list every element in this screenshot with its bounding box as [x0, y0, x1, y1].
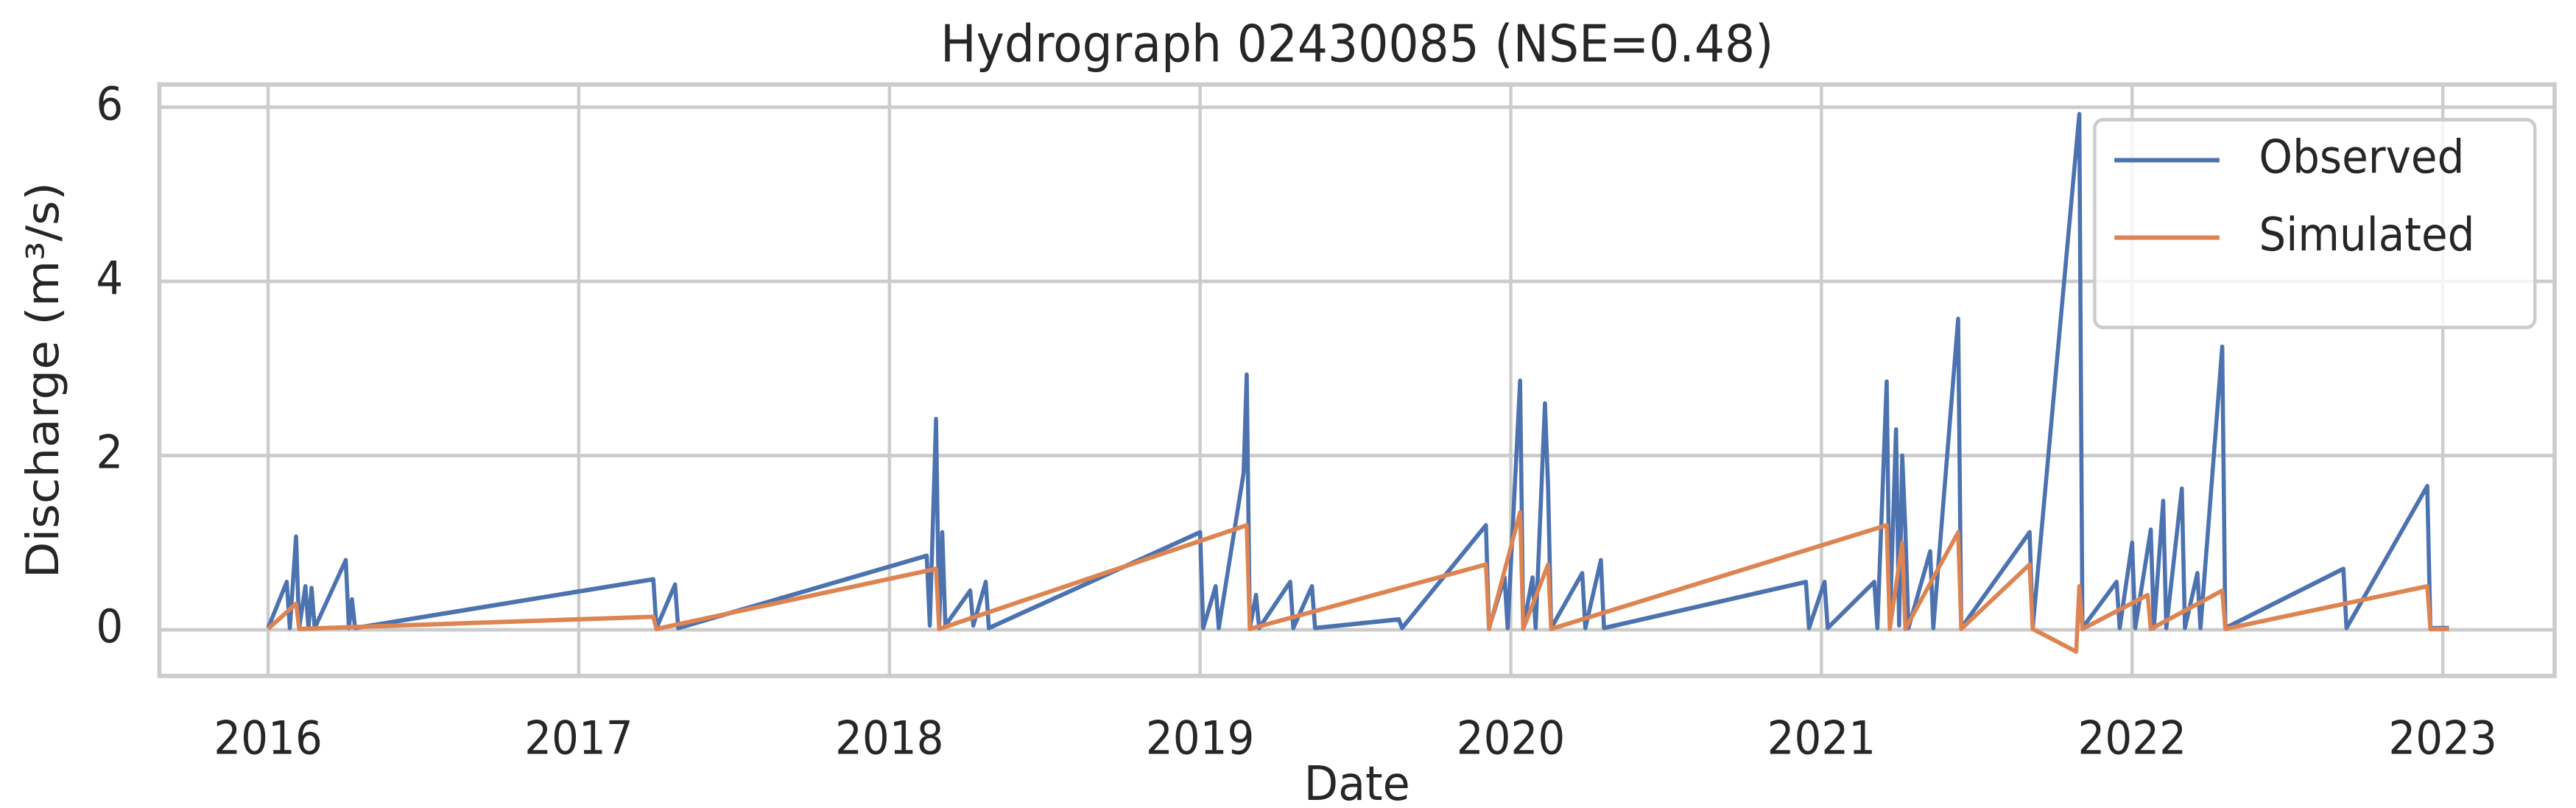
x-tick-label: 2023	[2388, 712, 2497, 765]
x-tick-label: 2021	[1767, 712, 1876, 765]
y-tick-label: 0	[96, 600, 123, 653]
x-axis-label: Date	[1304, 756, 1410, 808]
x-tick-label: 2017	[524, 712, 633, 765]
chart-title: Hydrograph 02430085 (NSE=0.48)	[940, 15, 1773, 74]
x-tick-label: 2020	[1457, 712, 1566, 765]
data-line	[266, 111, 2449, 630]
y-tick-label: 4	[96, 252, 123, 305]
legend-label: Observed	[2259, 131, 2464, 184]
y-tick-label: 2	[96, 426, 123, 479]
legend-box	[2093, 118, 2537, 329]
x-tick-label: 2019	[1146, 712, 1255, 765]
legend-label: Simulated	[2259, 208, 2474, 261]
y-axis-label: Discharge (m³/s)	[17, 182, 68, 578]
x-tick-label: 2016	[214, 712, 323, 765]
y-tick-label: 6	[96, 78, 123, 131]
plot-frame	[157, 82, 2557, 678]
data-line	[267, 510, 2449, 654]
x-tick-label: 2018	[835, 712, 944, 765]
x-tick-label: 2022	[2077, 712, 2186, 765]
